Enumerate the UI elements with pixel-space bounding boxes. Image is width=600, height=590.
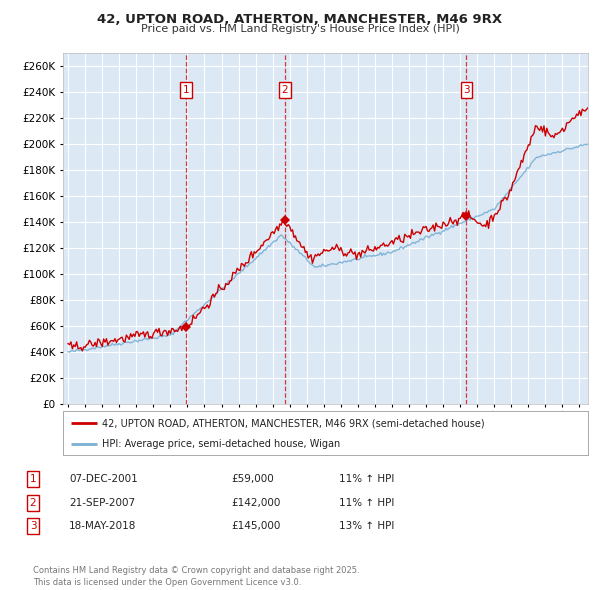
Text: 13% ↑ HPI: 13% ↑ HPI xyxy=(339,522,394,531)
Text: 1: 1 xyxy=(183,85,190,95)
Text: Contains HM Land Registry data © Crown copyright and database right 2025.
This d: Contains HM Land Registry data © Crown c… xyxy=(33,566,359,587)
Text: 18-MAY-2018: 18-MAY-2018 xyxy=(69,522,136,531)
Text: 2: 2 xyxy=(281,85,288,95)
Text: 42, UPTON ROAD, ATHERTON, MANCHESTER, M46 9RX: 42, UPTON ROAD, ATHERTON, MANCHESTER, M4… xyxy=(97,13,503,26)
Text: 3: 3 xyxy=(29,522,37,531)
Text: HPI: Average price, semi-detached house, Wigan: HPI: Average price, semi-detached house,… xyxy=(103,438,341,448)
Text: 21-SEP-2007: 21-SEP-2007 xyxy=(69,498,135,507)
Text: 11% ↑ HPI: 11% ↑ HPI xyxy=(339,498,394,507)
Text: 1: 1 xyxy=(29,474,37,484)
Text: Price paid vs. HM Land Registry's House Price Index (HPI): Price paid vs. HM Land Registry's House … xyxy=(140,24,460,34)
Text: 42, UPTON ROAD, ATHERTON, MANCHESTER, M46 9RX (semi-detached house): 42, UPTON ROAD, ATHERTON, MANCHESTER, M4… xyxy=(103,418,485,428)
Text: 07-DEC-2001: 07-DEC-2001 xyxy=(69,474,138,484)
Text: 2: 2 xyxy=(29,498,37,507)
Text: £142,000: £142,000 xyxy=(231,498,280,507)
Text: 3: 3 xyxy=(463,85,470,95)
Text: 11% ↑ HPI: 11% ↑ HPI xyxy=(339,474,394,484)
Text: £59,000: £59,000 xyxy=(231,474,274,484)
Text: £145,000: £145,000 xyxy=(231,522,280,531)
